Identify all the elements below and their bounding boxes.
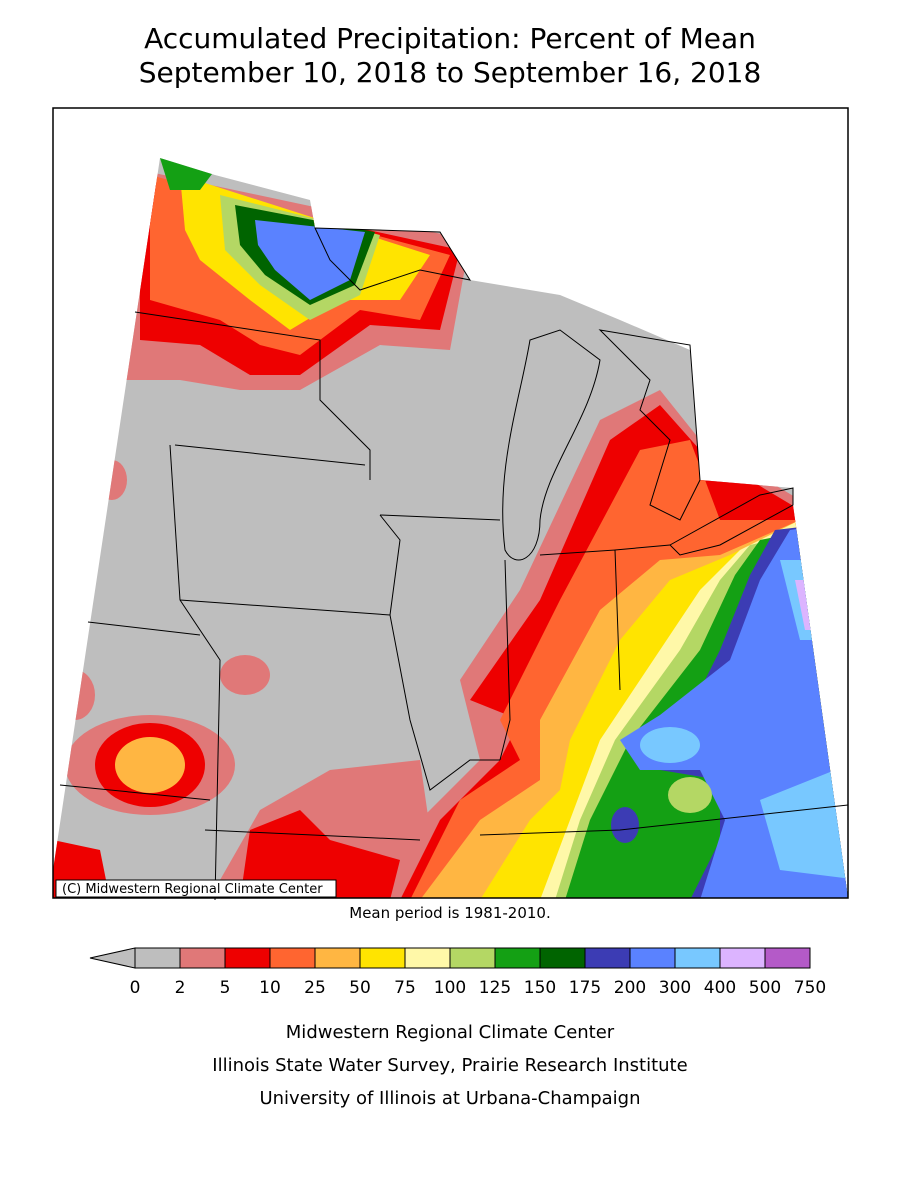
title-line: Accumulated Precipitation: Percent of Me… [144, 22, 756, 55]
legend-tick-label: 300 [659, 978, 691, 998]
legend-swatch [404, 947, 451, 969]
legend-swatch [134, 947, 181, 969]
legend-swatch [449, 947, 496, 969]
legend-swatch [674, 947, 721, 969]
legend-tick-label: 10 [259, 978, 281, 998]
title-line: September 10, 2018 to September 16, 2018 [139, 56, 762, 89]
legend-swatch [719, 947, 766, 969]
legend-tick-label: 175 [569, 978, 601, 998]
legend-swatch [764, 947, 811, 969]
legend-tick-label: 2 [175, 978, 186, 998]
legend-swatch [359, 947, 406, 969]
state-borders [59, 311, 849, 901]
legend-tick-label: 125 [479, 978, 511, 998]
legend-tick-label: 25 [304, 978, 326, 998]
legend-tick-label: 5 [220, 978, 231, 998]
legend-tick-label: 150 [524, 978, 556, 998]
legend-swatch [584, 947, 631, 969]
color-legend: 0 2 5 10 25 50 75 100 125 150 175 200 300 400 500 750 [89, 947, 826, 998]
footer-line: Illinois State Water Survey, Prairie Res… [212, 1055, 687, 1076]
legend-swatch [629, 947, 676, 969]
legend-tick-label: 750 [794, 978, 826, 998]
copyright: (C) Midwestern Regional Climate Center [62, 882, 323, 897]
legend-swatch [539, 947, 586, 969]
map: (C) Midwestern Regional Climate Center [52, 107, 849, 901]
legend-swatch [224, 947, 271, 969]
legend-tick-label: 0 [130, 978, 141, 998]
legend-swatch [179, 947, 226, 969]
legend-tick-label: 100 [434, 978, 466, 998]
precip-field [53, 158, 848, 898]
legend-tick-label: 400 [704, 978, 736, 998]
legend-tick-label: 200 [614, 978, 646, 998]
legend-tick-label: 50 [349, 978, 371, 998]
legend-swatch [314, 947, 361, 969]
mean-period-note: Mean period is 1981-2010. [349, 904, 550, 922]
footer-line: Midwestern Regional Climate Center [286, 1022, 615, 1043]
footer-line: University of Illinois at Urbana-Champai… [259, 1088, 640, 1109]
legend-arrow [89, 947, 136, 969]
legend-swatch [269, 947, 316, 969]
legend-swatch [494, 947, 541, 969]
legend-tick-label: 500 [749, 978, 781, 998]
legend-tick-label: 75 [394, 978, 416, 998]
